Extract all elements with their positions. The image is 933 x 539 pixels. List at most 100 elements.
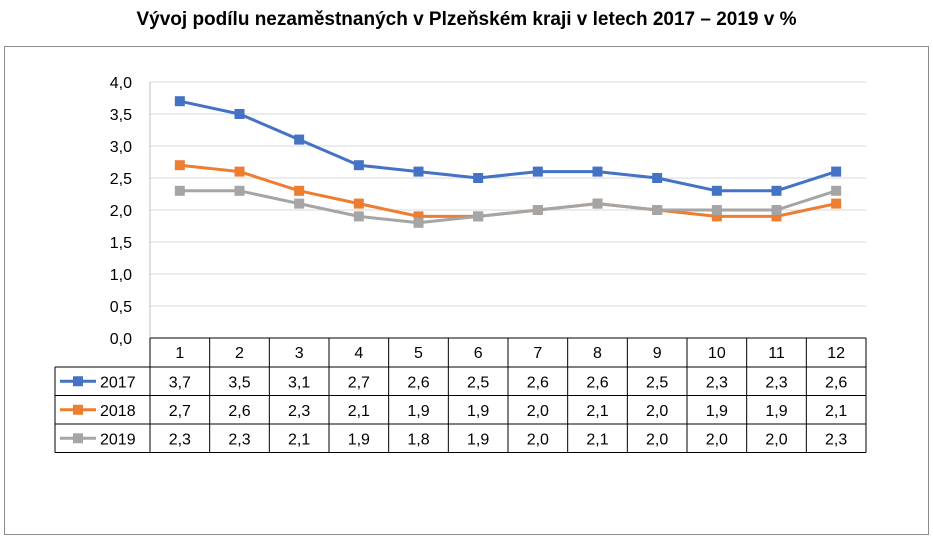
- legend-label-2018: 2018: [100, 403, 136, 420]
- category-label: 12: [827, 345, 845, 362]
- data-cell: 2,6: [825, 374, 847, 391]
- data-cell: 3,7: [169, 374, 191, 391]
- data-cell: 2,3: [765, 374, 787, 391]
- data-cell: 2,6: [407, 374, 429, 391]
- data-cell: 1,8: [407, 431, 429, 448]
- y-tick-label: 3,5: [110, 107, 132, 124]
- y-tick-label: 2,0: [110, 203, 132, 220]
- category-label: 11: [768, 345, 785, 362]
- point-2019: [532, 205, 543, 215]
- category-label: 6: [474, 345, 483, 362]
- point-2018: [294, 185, 305, 196]
- y-tick-label: 0,0: [110, 331, 132, 348]
- legend-label-2019: 2019: [100, 431, 136, 448]
- data-cell: 2,1: [586, 403, 608, 420]
- category-label: 2: [235, 345, 244, 362]
- point-2019: [771, 205, 782, 215]
- data-cell: 2,0: [646, 431, 668, 448]
- data-cell: 2,1: [348, 403, 370, 420]
- category-label: 9: [653, 345, 662, 362]
- category-label: 3: [295, 345, 304, 362]
- point-2017: [473, 173, 484, 183]
- y-tick-label: 4,0: [110, 75, 132, 92]
- data-cell: 1,9: [467, 403, 489, 420]
- point-2019: [831, 185, 842, 196]
- point-2017: [353, 160, 364, 171]
- point-2017: [413, 166, 424, 177]
- data-cell: 2,3: [706, 374, 728, 391]
- data-cell: 2,1: [825, 403, 847, 420]
- point-2018: [174, 160, 185, 171]
- point-2017: [234, 109, 245, 119]
- legend-marker-2017: [73, 376, 83, 387]
- y-tick-label: 1,5: [110, 235, 132, 252]
- y-tick-label: 2,5: [110, 171, 132, 188]
- category-label: 10: [708, 345, 726, 362]
- point-2018: [831, 198, 842, 209]
- point-2017: [592, 166, 603, 177]
- data-cell: 1,9: [765, 403, 787, 420]
- data-cell: 2,0: [527, 431, 549, 448]
- point-2019: [353, 211, 364, 222]
- category-label: 5: [414, 345, 423, 362]
- data-cell: 2,7: [169, 403, 191, 420]
- point-2019: [234, 185, 245, 196]
- point-2018: [413, 211, 424, 222]
- legend-marker-2019: [73, 433, 83, 444]
- point-2017: [174, 96, 185, 107]
- y-tick-label: 0,5: [110, 299, 132, 316]
- y-tick-label: 3,0: [110, 139, 132, 156]
- data-cell: 2,3: [288, 403, 310, 420]
- point-2018: [353, 198, 364, 209]
- data-cell: 2,0: [646, 403, 668, 420]
- data-cell: 2,7: [348, 374, 370, 391]
- data-cell: 2,6: [586, 374, 608, 391]
- y-axis: 0,0 0,5 1,0 1,5 2,0 2,5 3,0 3,5 4,0: [110, 75, 132, 348]
- data-cell: 2,1: [288, 431, 310, 448]
- data-cell: 2,3: [169, 431, 191, 448]
- data-cell: 1,9: [348, 431, 370, 448]
- gridlines: [149, 81, 866, 338]
- point-2019: [294, 198, 305, 209]
- data-cell: 1,9: [706, 403, 728, 420]
- point-2019: [174, 185, 185, 196]
- point-2018: [771, 211, 782, 222]
- data-cell: 2,3: [825, 431, 847, 448]
- category-label: 8: [593, 345, 602, 362]
- data-cell: 2,5: [646, 374, 668, 391]
- point-2017: [711, 185, 722, 196]
- chart-title: Vývoj podílu nezaměstnaných v Plzeňském …: [136, 9, 797, 30]
- data-cell: 2,6: [527, 374, 549, 391]
- data-cell: 1,9: [407, 403, 429, 420]
- point-2018: [711, 211, 722, 222]
- data-cell: 2,3: [228, 431, 250, 448]
- data-cell: 2,1: [586, 431, 608, 448]
- chart-frame: [4, 46, 929, 535]
- data-cell: 1,9: [467, 431, 489, 448]
- series-line-2017: [179, 99, 837, 193]
- point-2018: [234, 166, 245, 177]
- point-2017: [532, 166, 543, 177]
- point-2017: [294, 134, 305, 145]
- data-cell: 2,0: [765, 431, 787, 448]
- data-cell: 2,0: [527, 403, 549, 420]
- category-label: 1: [175, 345, 184, 362]
- series-line-2019: [179, 189, 837, 225]
- category-label: 7: [533, 345, 542, 362]
- data-cell: 2,6: [228, 403, 250, 420]
- point-2019: [711, 205, 722, 215]
- data-cell: 3,5: [228, 374, 250, 391]
- point-2017: [831, 166, 842, 177]
- legend-label-2017: 2017: [100, 374, 136, 391]
- point-2017: [771, 185, 782, 196]
- y-tick-label: 1,0: [110, 267, 132, 284]
- point-2019: [592, 198, 603, 209]
- legend-marker-2018: [73, 404, 83, 415]
- point-2019: [652, 205, 663, 215]
- point-2017: [652, 173, 663, 183]
- series-lines: [174, 96, 842, 228]
- data-cell: 2,5: [467, 374, 489, 391]
- point-2019: [473, 211, 484, 222]
